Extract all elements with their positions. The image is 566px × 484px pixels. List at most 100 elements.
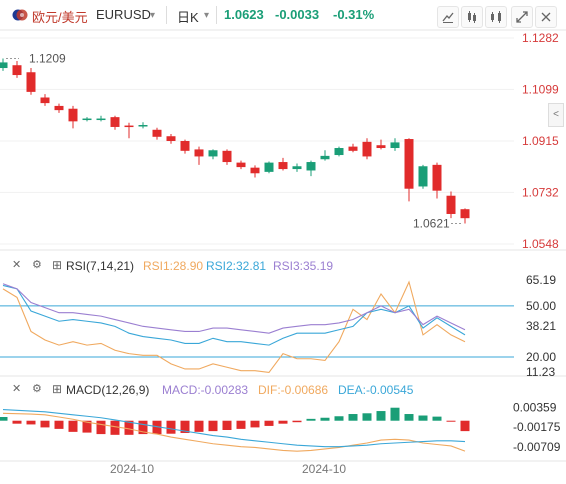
candle-body — [208, 150, 218, 157]
macd-tick-label: -0.00709 — [513, 440, 561, 454]
eu-us-flag-icon — [12, 9, 28, 21]
macd-histogram-bar — [0, 417, 8, 421]
settings-icon[interactable] — [535, 6, 557, 28]
candle-body — [278, 162, 288, 170]
macd-histogram-bar — [236, 420, 246, 429]
candle-body — [348, 146, 358, 151]
rsi-tick-label: 65.19 — [526, 273, 556, 287]
ticker-code[interactable]: EURUSD — [96, 7, 151, 22]
macd-histogram-bar — [82, 420, 92, 433]
rsi-tick-label: 38.21 — [526, 319, 556, 333]
candle-body — [446, 195, 456, 214]
fullscreen-icon[interactable] — [511, 6, 533, 28]
macd-series — [0, 407, 470, 452]
price-tick-label: 1.0548 — [522, 237, 559, 251]
candle-body — [0, 62, 8, 69]
candle-body — [152, 129, 162, 137]
rsi-tick-bg — [517, 298, 557, 313]
candle-body — [110, 117, 120, 127]
macd-tick-label: -0.00175 — [513, 420, 561, 434]
candle-body — [222, 150, 232, 163]
toolbar-divider — [216, 6, 217, 24]
candle-body — [390, 142, 400, 149]
macd-histogram-bar — [68, 420, 78, 432]
candle-body — [12, 65, 22, 76]
macd-histogram-bar — [54, 420, 64, 429]
macd-histogram-bar — [12, 420, 22, 424]
macd-histogram-bar — [334, 416, 344, 421]
macd-label: MACD:-0.00283 — [162, 383, 249, 397]
settings-icon[interactable]: ⚙ — [32, 383, 42, 395]
chevron-down-icon[interactable]: ▾ — [150, 10, 156, 21]
draw-icon[interactable] — [437, 6, 459, 28]
macd-histogram-bar — [306, 418, 316, 421]
chart-type-icon[interactable] — [461, 6, 483, 28]
dif-line — [2, 412, 466, 452]
rsi-line-rsi1 — [2, 280, 466, 373]
rsi1-label: RSI1:28.90 — [143, 259, 204, 273]
axis-labels: 1.1282 1.1099 1.0915 1.0732 1.0548 1.1209 1.06… — [6, 31, 561, 476]
rsi-series — [0, 280, 514, 373]
rsi-tick-label: 50.00 — [526, 299, 556, 313]
x-axis-label: 2024-10 — [302, 462, 346, 476]
macd-histogram-bar — [348, 414, 358, 421]
collapse-icon[interactable]: ✕ — [12, 383, 22, 395]
candle-body — [460, 209, 470, 219]
low-price-label: 1.0621 — [413, 217, 450, 231]
candle-body — [362, 141, 372, 157]
macd-title: MACD(12,26,9) — [66, 383, 150, 397]
candle-body — [54, 105, 64, 111]
candle-body — [306, 162, 316, 171]
price-change: -0.0033 — [275, 7, 320, 22]
rsi2-label: RSI2:32.81 — [206, 259, 267, 273]
candle-body — [292, 166, 302, 170]
symbol-name[interactable]: 欧元/美元 — [32, 10, 88, 25]
macd-histogram-bar — [222, 420, 232, 430]
top-toolbar: 欧元/美元 EURUSD ▾ 日K ▾ 1.0623 -0.0033 -0.31… — [0, 0, 566, 30]
price-tick-label: 1.0732 — [522, 185, 559, 199]
macd-histogram-bar — [460, 420, 470, 432]
macd-histogram-bar — [390, 407, 400, 421]
macd-histogram-bar — [138, 420, 148, 435]
expand-icon[interactable]: ⊞ — [52, 258, 63, 272]
candle-body — [68, 108, 78, 122]
macd-histogram-bar — [180, 420, 190, 433]
rsi-tick-label: 20.00 — [526, 350, 556, 364]
candle-body — [138, 125, 148, 127]
rsi-tick-label: 11.23 — [526, 365, 555, 379]
x-axis-label: 2024-10 — [110, 462, 154, 476]
macd-histogram-bar — [264, 420, 274, 426]
expand-icon[interactable]: ⊞ — [52, 382, 63, 396]
macd-histogram-bar — [166, 420, 176, 434]
settings-icon[interactable]: ⚙ — [32, 259, 42, 271]
candle-body — [166, 136, 176, 141]
price-change-pct: -0.31% — [333, 7, 375, 22]
collapse-icon[interactable]: ✕ — [12, 259, 22, 271]
price-tick-label: 1.1282 — [522, 31, 559, 45]
candle-body — [418, 166, 428, 187]
candle-body — [250, 167, 260, 174]
macd-histogram-bar — [362, 413, 372, 421]
price-tick-label: 1.0915 — [522, 134, 559, 148]
rsi-title: RSI(7,14,21) — [66, 259, 135, 273]
macd-histogram-bar — [208, 420, 218, 432]
candle-body — [404, 139, 414, 189]
chevron-down-icon[interactable]: ▾ — [204, 10, 210, 21]
macd-histogram-bar — [404, 414, 414, 421]
candlestick-series — [0, 58, 470, 224]
high-price-label: 1.1209 — [29, 51, 66, 65]
price-tick-label: 1.1099 — [522, 82, 559, 96]
rsi-tick-bg — [517, 350, 557, 365]
side-panel-toggle[interactable]: < — [548, 103, 564, 127]
toolbar-divider — [166, 6, 167, 24]
candle-body — [96, 118, 106, 121]
rsi-line-rsi3 — [2, 283, 466, 334]
candle-body — [124, 125, 134, 128]
macd-histogram-bar — [376, 411, 386, 421]
indicator-icon[interactable] — [485, 6, 507, 28]
candle-body — [334, 148, 344, 156]
candle-body — [180, 141, 190, 151]
macd-histogram-bar — [152, 420, 162, 435]
period-selector[interactable]: 日K — [177, 10, 199, 25]
